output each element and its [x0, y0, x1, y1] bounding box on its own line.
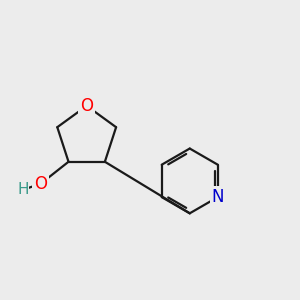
Text: O: O: [80, 97, 93, 115]
Text: N: N: [212, 188, 224, 206]
Text: O: O: [34, 175, 47, 193]
Text: H: H: [17, 182, 28, 197]
